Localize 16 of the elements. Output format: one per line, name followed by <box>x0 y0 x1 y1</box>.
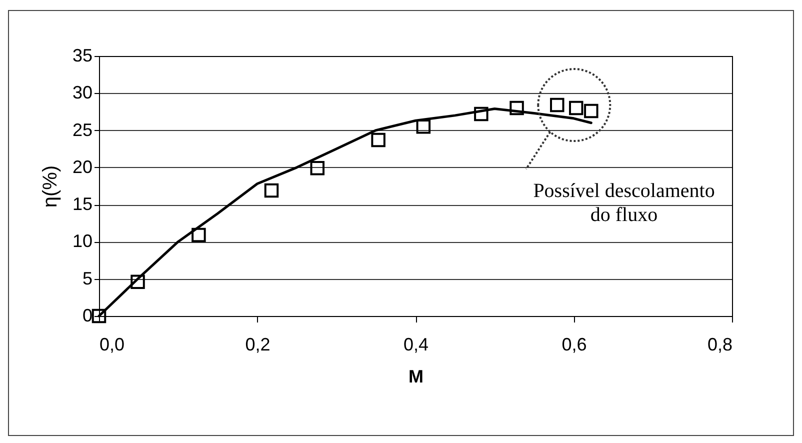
x-tick-label: 0,4 <box>403 334 429 354</box>
x-axis-title: M <box>408 366 424 386</box>
y-tick-label: 0 <box>82 306 92 326</box>
annotation: Possível descolamento do fluxo <box>533 180 715 226</box>
y-tick-label: 20 <box>72 156 92 177</box>
y-tick-label: 25 <box>72 120 92 140</box>
x-tick-label: 0,8 <box>707 334 732 354</box>
x-tick-label: 0,0 <box>100 334 125 354</box>
y-tick-label: 10 <box>72 231 92 252</box>
y-tick-label: 30 <box>72 82 92 103</box>
y-tick-label: 5 <box>82 268 92 288</box>
y-tick-label: 35 <box>72 46 92 66</box>
x-tick-label: 0,6 <box>562 334 587 354</box>
x-tick-label: 0,2 <box>245 334 270 354</box>
y-tick-label: 15 <box>72 194 92 214</box>
y-axis-title: η(%) <box>39 165 62 208</box>
